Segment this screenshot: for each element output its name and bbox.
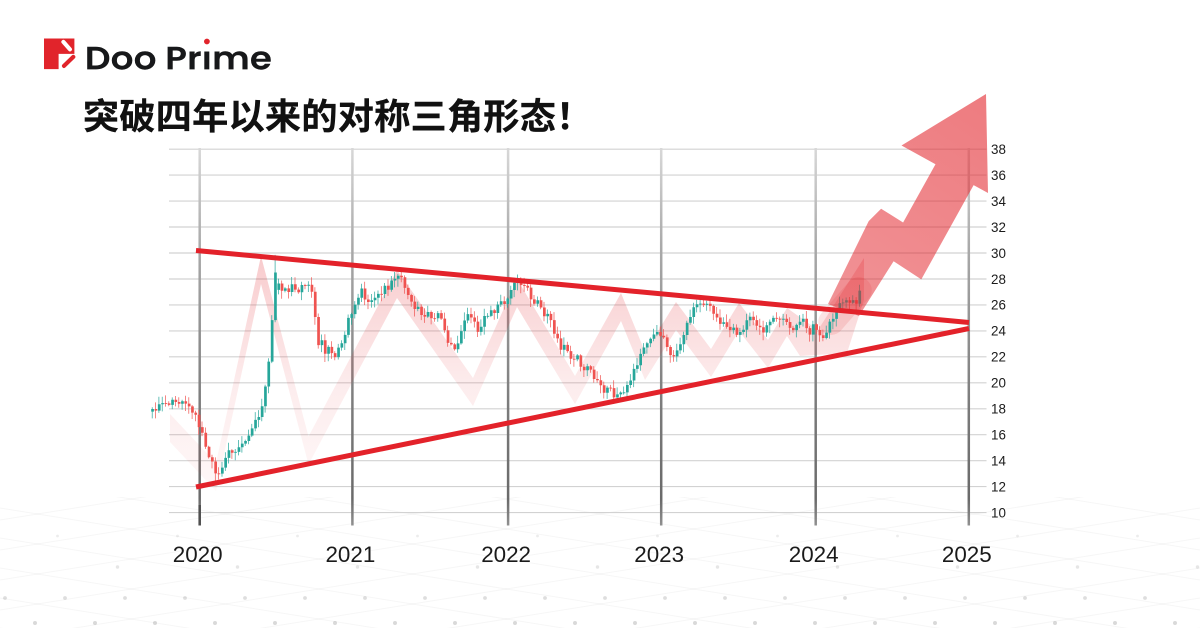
svg-text:18: 18 [991,402,1006,417]
svg-text:28: 28 [991,272,1006,287]
svg-text:2023: 2023 [634,542,684,567]
svg-text:36: 36 [991,168,1006,183]
svg-text:20: 20 [991,376,1006,391]
svg-text:2022: 2022 [481,542,531,567]
svg-text:2020: 2020 [173,542,223,567]
svg-text:30: 30 [991,246,1006,261]
svg-text:12: 12 [991,479,1006,494]
svg-text:2021: 2021 [325,542,375,567]
svg-text:34: 34 [991,194,1006,209]
svg-text:26: 26 [991,298,1006,313]
svg-text:16: 16 [991,428,1006,443]
svg-text:32: 32 [991,220,1006,235]
svg-text:38: 38 [991,142,1006,157]
svg-text:2024: 2024 [789,542,839,567]
svg-text:14: 14 [991,454,1006,469]
svg-text:2025: 2025 [942,542,992,567]
svg-text:10: 10 [991,505,1006,520]
svg-text:22: 22 [991,350,1006,365]
svg-text:24: 24 [991,324,1006,339]
